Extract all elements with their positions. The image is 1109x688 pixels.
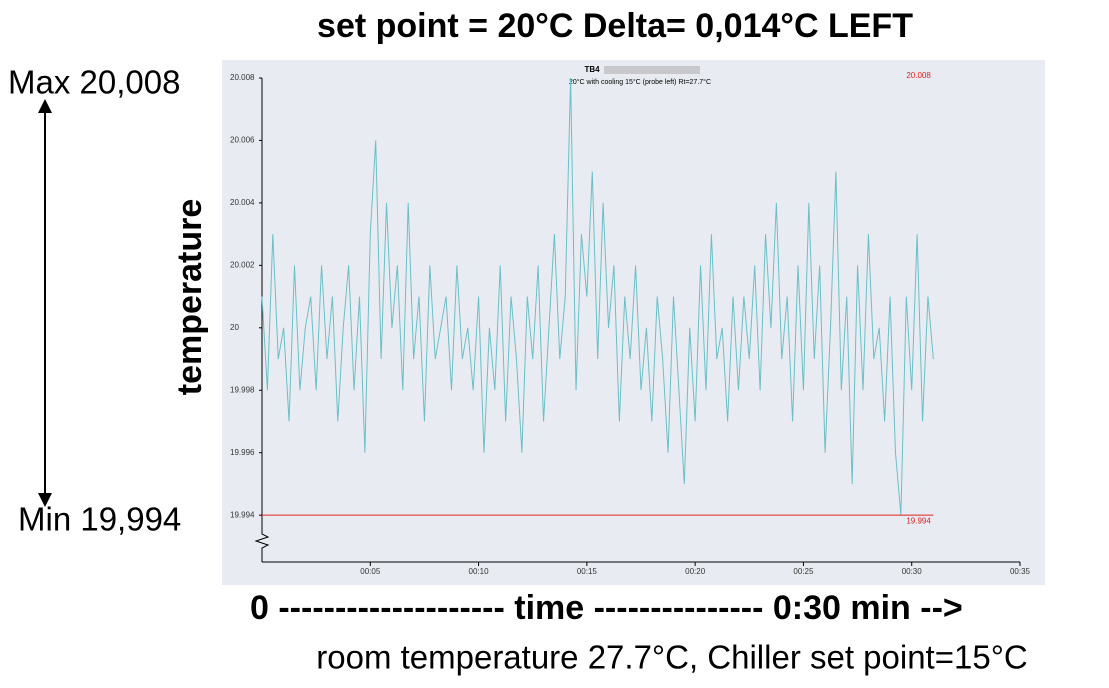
- y-tick-label: 20.002: [230, 260, 255, 269]
- chart-title: set point = 20°C Delta= 0,014°C LEFT: [317, 7, 913, 45]
- x-tick-label: 00:35: [1010, 567, 1031, 576]
- x-tick-label: 00:25: [793, 567, 814, 576]
- data-line: [261, 77, 934, 516]
- x-tick-label: 00:20: [685, 567, 706, 576]
- x-tick-label: 00:10: [469, 567, 490, 576]
- caption: room temperature 27.7°C, Chiller set poi…: [316, 639, 1027, 676]
- y-tick-label: 19.996: [230, 448, 255, 457]
- plot-background: [222, 60, 1045, 585]
- y-tick-label: 20.006: [230, 136, 255, 145]
- x-tick-label: 00:30: [902, 567, 923, 576]
- x-axis-label: 0 -------------------- time ------------…: [250, 589, 963, 627]
- max-label: Max 20,008: [8, 64, 180, 101]
- x-tick-label: 00:05: [360, 567, 381, 576]
- max-value-label: 20.008: [906, 71, 931, 80]
- y-tick-label: 20: [230, 323, 239, 332]
- blurred-text: [604, 66, 700, 74]
- axis-break: [254, 528, 270, 562]
- y-axis-label: temperature: [171, 199, 209, 396]
- x-tick-label: 00:15: [577, 567, 598, 576]
- min-value-label: 19.994: [906, 516, 931, 525]
- min-label: Min 19,994: [18, 501, 181, 538]
- y-tick-label: 19.994: [230, 510, 255, 519]
- y-tick-label: 20.008: [230, 73, 255, 82]
- subtitle: 20°C with cooling 15°C (probe left) Rt=2…: [569, 78, 711, 86]
- y-tick-label: 19.998: [230, 385, 255, 394]
- subtitle: TB4: [584, 65, 600, 74]
- y-tick-label: 20.004: [230, 198, 255, 207]
